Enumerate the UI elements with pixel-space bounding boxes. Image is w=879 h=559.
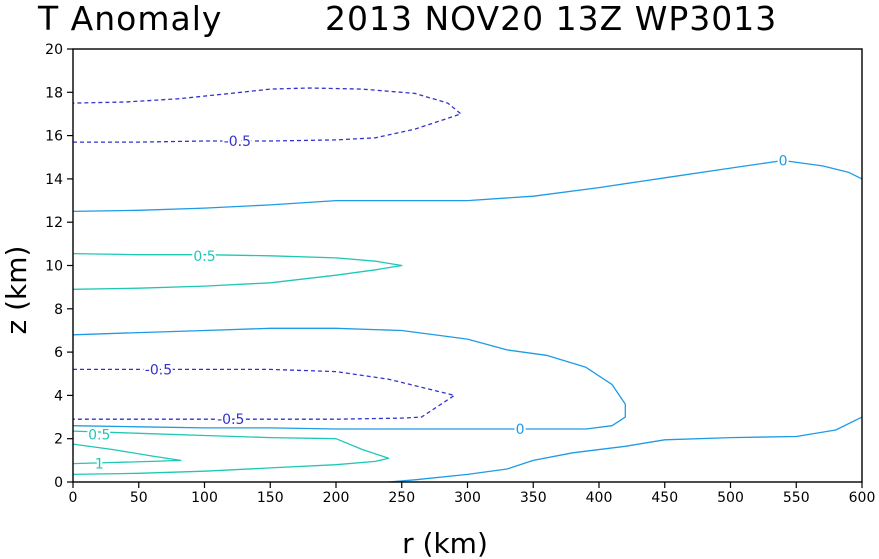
y-axis-label: z (km) <box>0 246 33 335</box>
x-tick-label: 0 <box>69 490 78 506</box>
chart-title-left: T Anomaly <box>37 0 222 38</box>
chart-title-right: 2013 NOV20 13Z WP3013 <box>325 0 777 38</box>
x-tick-label: 550 <box>783 490 810 506</box>
x-tick-label: 100 <box>191 490 218 506</box>
y-tick-label: 6 <box>54 345 63 361</box>
contour-line <box>72 159 863 213</box>
y-tick-label: 14 <box>45 172 63 188</box>
contour-line <box>72 87 462 143</box>
contour-label: -0.5 <box>224 134 251 150</box>
contour-line <box>388 416 863 483</box>
contour-line <box>72 252 403 290</box>
x-tick-label: 250 <box>388 490 415 506</box>
contour-label: 0.5 <box>193 249 215 265</box>
contour-line <box>72 430 390 476</box>
y-tick-label: 2 <box>54 432 63 448</box>
y-tick-label: 10 <box>45 259 63 275</box>
y-tick-label: 12 <box>45 215 63 231</box>
contour-line <box>72 443 182 465</box>
x-tick-label: 450 <box>651 490 678 506</box>
y-tick-label: 0 <box>54 475 63 491</box>
x-tick-label: 50 <box>130 490 148 506</box>
x-tick-label: 350 <box>520 490 547 506</box>
plot-frame <box>72 48 863 483</box>
y-tick-label: 20 <box>45 42 63 58</box>
contour-line <box>72 327 626 430</box>
contour-label: -0.5 <box>145 362 172 378</box>
x-tick-label: 200 <box>323 490 350 506</box>
y-tick-label: 16 <box>45 129 63 145</box>
contour-label: 1 <box>95 457 104 473</box>
x-tick-label: 150 <box>257 490 284 506</box>
y-tick-label: 8 <box>54 302 63 318</box>
x-axis-label: r (km) <box>402 527 488 559</box>
x-tick-label: 300 <box>454 490 481 506</box>
contour-label: 0 <box>516 422 525 438</box>
contour-lines <box>72 87 863 483</box>
contour-label: 0 <box>779 153 788 169</box>
x-tick-label: 600 <box>849 490 876 506</box>
axis-ticks: 0 50 100 150 200 250 300 350 400 450 500 550 6000246… <box>45 42 875 506</box>
contour-label: 0.5 <box>88 427 110 443</box>
contour-line <box>73 368 456 420</box>
x-tick-label: 400 <box>586 490 613 506</box>
contour-label: -0.5 <box>217 412 244 428</box>
y-tick-label: 18 <box>45 85 63 101</box>
contour-labels: -0.5 0 0.5 0 -0.5 -0.5 0.5 1 <box>86 132 789 475</box>
x-tick-label: 500 <box>717 490 744 506</box>
y-tick-label: 4 <box>54 388 63 404</box>
